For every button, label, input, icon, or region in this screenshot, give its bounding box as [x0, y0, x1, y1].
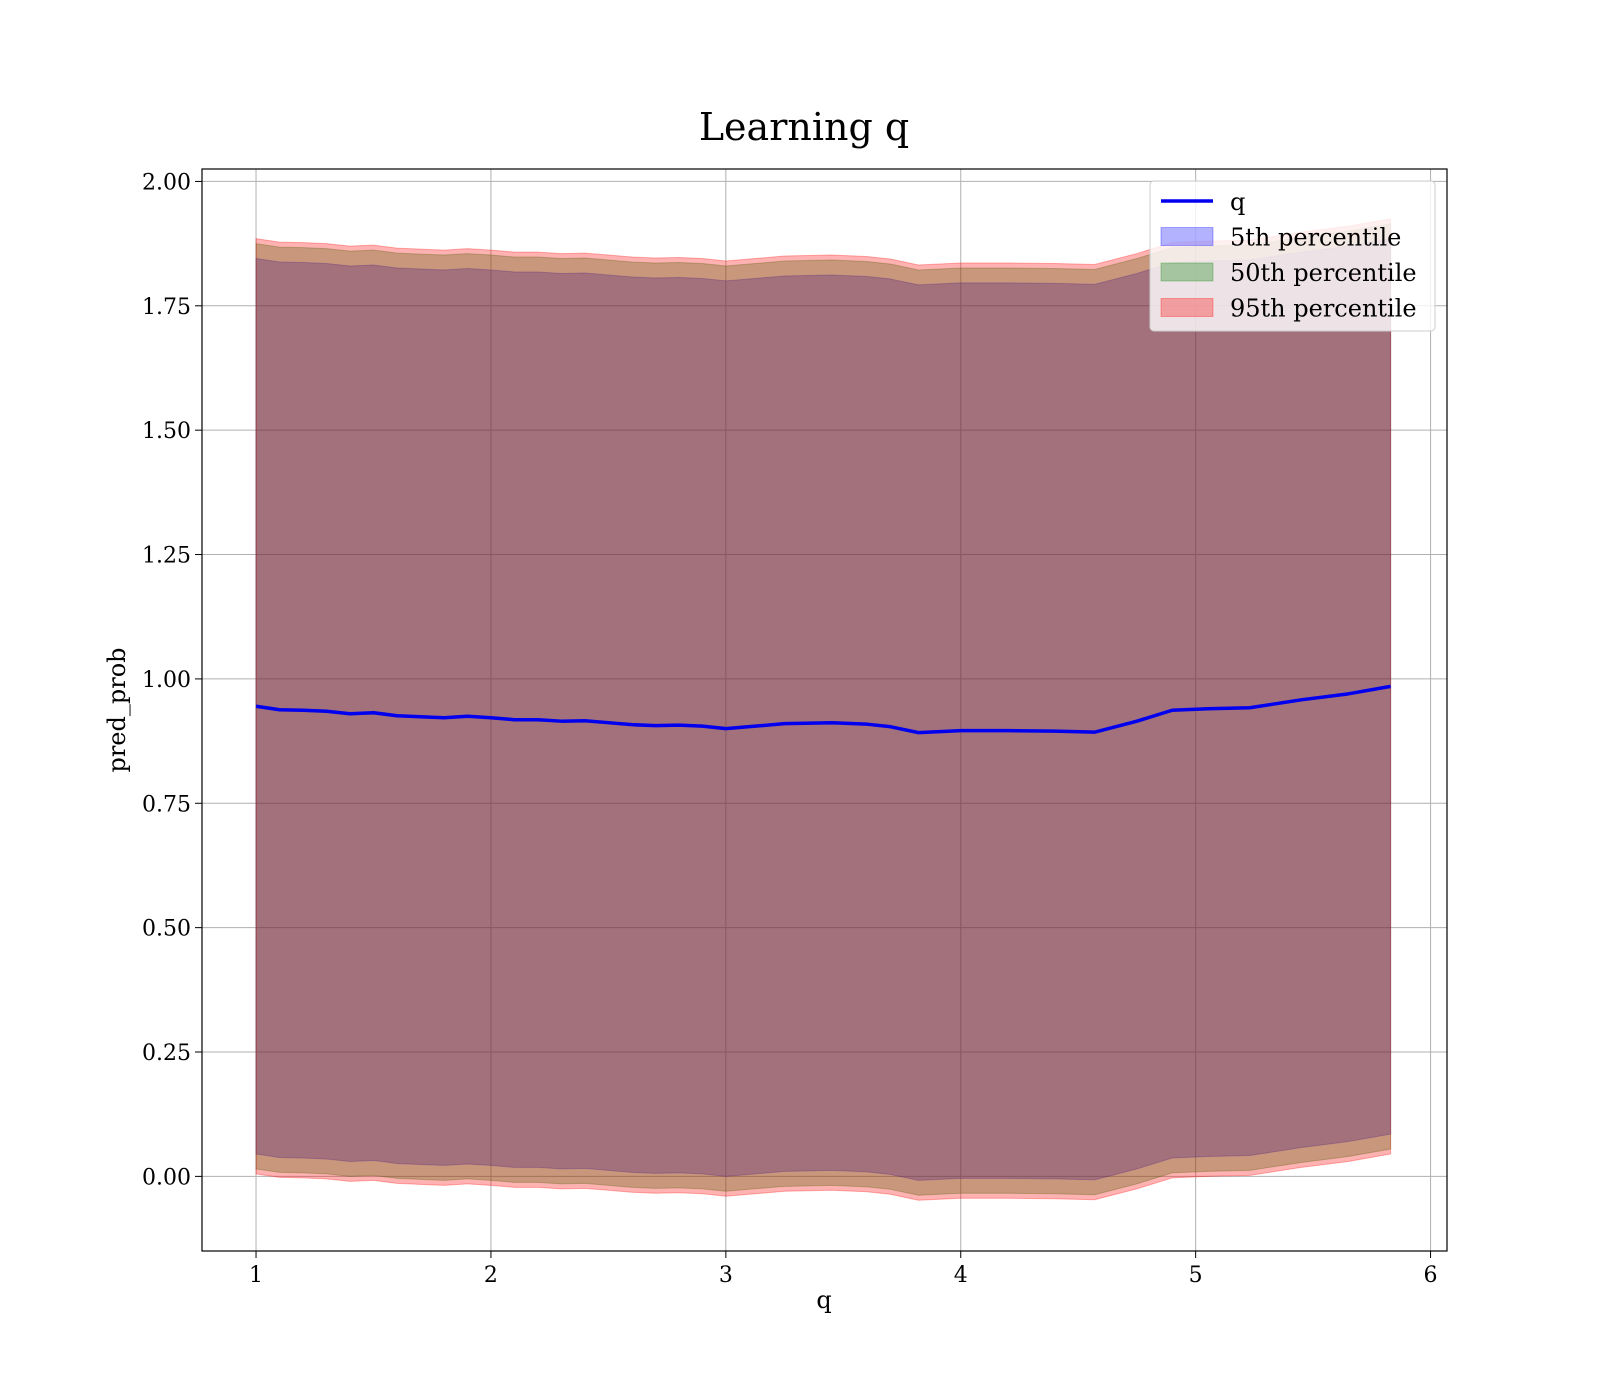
x-axis-label: q [816, 1286, 831, 1314]
y-tick-label: 0.50 [142, 917, 191, 942]
band-50th-percentile [255, 223, 1392, 1196]
grid [202, 169, 1447, 1251]
legend-swatch-50th-percentile [1160, 262, 1214, 282]
x-tick-label: 6 [1424, 1263, 1438, 1288]
y-tick-label: 1.75 [142, 295, 191, 320]
y-tick-label: 1.50 [142, 419, 191, 444]
bands [255, 218, 1392, 1201]
y-tick-label: 0.75 [142, 792, 191, 817]
y-tick-label: 1.00 [142, 668, 191, 693]
x-tick-label: 5 [1189, 1263, 1203, 1288]
legend-label: 95th percentile [1230, 295, 1417, 323]
lines [255, 684, 1391, 735]
legend-box [1149, 180, 1436, 332]
x-tick-label: 2 [484, 1263, 498, 1288]
y-axis: 0.00 0.25 0.50 0.75 1.00 1.25 1.50 1.75 2.00 [142, 170, 202, 1190]
legend: q 5th percentile 50th percentile 95th perce… [1149, 180, 1436, 332]
x-tick-label: 4 [954, 1263, 968, 1288]
y-tick-label: 0.00 [142, 1165, 191, 1190]
y-tick-label: 0.25 [142, 1041, 191, 1066]
series-line-q [255, 684, 1391, 735]
chart-title: Learning q [699, 105, 909, 149]
x-tick-label: 1 [249, 1263, 263, 1288]
x-tick-label: 3 [719, 1263, 733, 1288]
legend-label: 5th percentile [1230, 224, 1401, 252]
y-axis-label: pred_prob [103, 647, 131, 772]
x-axis: 1 2 3 4 5 6 [249, 1251, 1438, 1288]
band-5th-percentile [255, 238, 1392, 1181]
y-tick-label: 2.00 [142, 170, 191, 195]
legend-label: q [1230, 188, 1245, 216]
legend-swatch-95th-percentile [1160, 298, 1214, 317]
band-95th-percentile [255, 218, 1392, 1201]
legend-label: 50th percentile [1230, 259, 1417, 287]
y-tick-label: 1.25 [142, 544, 191, 569]
legend-swatch-5th-percentile [1160, 227, 1214, 246]
plot-frame [201, 168, 1448, 1252]
